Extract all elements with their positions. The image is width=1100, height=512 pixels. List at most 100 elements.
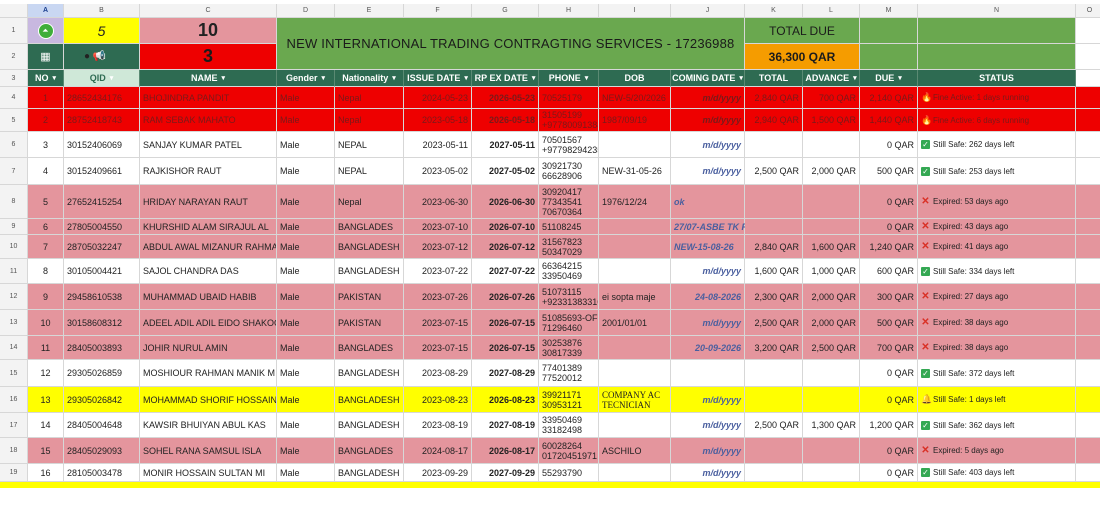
cell-name[interactable]: SAJOL CHANDRA DAS xyxy=(140,259,277,284)
row-number[interactable]: 6 xyxy=(0,132,28,158)
chevron-down-icon[interactable]: ▾ xyxy=(109,75,114,82)
cell-phone[interactable]: 51108245 xyxy=(539,219,599,235)
cell-nationality[interactable]: BANGLADESH xyxy=(335,413,404,438)
cell-nationality[interactable]: NEPAL xyxy=(335,132,404,158)
cell-issue-date[interactable]: 2023-07-26 xyxy=(404,284,472,310)
cell-advance[interactable]: 2,000 QAR xyxy=(803,284,860,310)
cell-due[interactable]: 2,140 QAR xyxy=(860,87,918,109)
cell-phone[interactable]: 33950469 33182498 xyxy=(539,413,599,438)
cell-issue-date[interactable]: 2023-08-23 xyxy=(404,387,472,413)
cell-rp-ex-date[interactable]: 2026-05-18 xyxy=(472,109,539,132)
cell-name[interactable]: MOHAMMAD SHORIF HOSSAIN xyxy=(140,387,277,413)
cell-qid[interactable]: 30158608312 xyxy=(64,310,140,336)
cell-dob[interactable]: ei sopta maje xyxy=(599,284,671,310)
cell-due[interactable]: 1,240 QAR xyxy=(860,235,918,259)
cell-dob[interactable]: 1987/09/19 xyxy=(599,109,671,132)
cell-due[interactable]: 500 QAR xyxy=(860,310,918,336)
row-number[interactable]: 7 xyxy=(0,158,28,185)
row-number[interactable]: 19 xyxy=(0,464,28,482)
chevron-down-icon[interactable]: ▾ xyxy=(321,75,326,82)
cell-phone[interactable]: 30920417 77343541 70670364 xyxy=(539,185,599,219)
cell-no[interactable]: 16 xyxy=(28,464,64,482)
sheet-tool-cell[interactable]: ▦ xyxy=(28,44,64,70)
cell-status[interactable]: ✕ Expired: 41 days ago xyxy=(918,235,1076,259)
cell-qid[interactable]: 30152409661 xyxy=(64,158,140,185)
cell-due[interactable]: 700 QAR xyxy=(860,336,918,360)
cell-total[interactable]: 2,500 QAR xyxy=(745,413,803,438)
cell-nationality[interactable]: BANGLADES xyxy=(335,336,404,360)
column-header-m[interactable]: M xyxy=(860,4,918,18)
cell-gender[interactable]: Male xyxy=(277,259,335,284)
cell-nationality[interactable]: BANGLADESH xyxy=(335,259,404,284)
row-number[interactable]: 17 xyxy=(0,413,28,438)
cell-qid[interactable]: 30152406069 xyxy=(64,132,140,158)
row-number[interactable]: 15 xyxy=(0,360,28,387)
cell-total[interactable] xyxy=(745,219,803,235)
cell-advance[interactable]: 2,000 QAR xyxy=(803,158,860,185)
cell-status[interactable]: ✕ Expired: 53 days ago xyxy=(918,185,1076,219)
cell-issue-date[interactable]: 2023-06-30 xyxy=(404,185,472,219)
cell-no[interactable]: 4 xyxy=(28,158,64,185)
cell-rp-ex-date[interactable]: 2026-07-12 xyxy=(472,235,539,259)
row-number[interactable]: 12 xyxy=(0,284,28,310)
cell-no[interactable]: 6 xyxy=(28,219,64,235)
cell-due[interactable]: 1,440 QAR xyxy=(860,109,918,132)
cell-nationality[interactable]: BANGLADESH xyxy=(335,235,404,259)
cell-no[interactable]: 2 xyxy=(28,109,64,132)
cell-coming-date[interactable]: NEW-15-08-26 xyxy=(671,235,745,259)
cell-nationality[interactable]: NEPAL xyxy=(335,158,404,185)
cell-no[interactable]: 5 xyxy=(28,185,64,219)
cell-due[interactable]: 0 QAR xyxy=(860,438,918,464)
cell-qid[interactable]: 27652415254 xyxy=(64,185,140,219)
cell-total[interactable] xyxy=(745,464,803,482)
cell-coming-date[interactable]: m/d/yyyy xyxy=(671,109,745,132)
cell-total[interactable] xyxy=(745,387,803,413)
cell-qid[interactable]: 30105004421 xyxy=(64,259,140,284)
cell-total[interactable]: 2,300 QAR xyxy=(745,284,803,310)
cell-name[interactable]: SOHEL RANA SAMSUL ISLA xyxy=(140,438,277,464)
cell-issue-date[interactable]: 2023-08-19 xyxy=(404,413,472,438)
cell-due[interactable]: 0 QAR xyxy=(860,387,918,413)
chevron-down-icon[interactable]: ▾ xyxy=(52,75,56,82)
cell-due[interactable]: 500 QAR xyxy=(860,158,918,185)
cell-total[interactable] xyxy=(745,360,803,387)
cell-nationality[interactable]: Nepal xyxy=(335,185,404,219)
chevron-down-icon[interactable]: ▾ xyxy=(853,75,857,82)
row-number[interactable]: 16 xyxy=(0,387,28,413)
cell-advance[interactable] xyxy=(803,360,860,387)
cell-qid[interactable]: 28405004648 xyxy=(64,413,140,438)
cell-dob[interactable] xyxy=(599,259,671,284)
cell-issue-date[interactable]: 2023-07-15 xyxy=(404,310,472,336)
header-advance[interactable]: ADVANCE ▾ xyxy=(803,70,860,87)
cell-name[interactable]: KAWSIR BHUIYAN ABUL KAS xyxy=(140,413,277,438)
cell-issue-date[interactable]: 2024-08-17 xyxy=(404,438,472,464)
header-coming-date[interactable]: COMING DATE ▾ xyxy=(671,70,745,87)
cell-qid[interactable]: 28652434176 xyxy=(64,87,140,109)
header-due[interactable]: DUE ▾ xyxy=(860,70,918,87)
cell-rp-ex-date[interactable]: 2027-08-19 xyxy=(472,413,539,438)
cell-coming-date[interactable]: m/d/yyyy xyxy=(671,438,745,464)
cell-gender[interactable]: Male xyxy=(277,310,335,336)
cell-coming-date[interactable] xyxy=(671,360,745,387)
cell-total[interactable]: 2,500 QAR xyxy=(745,310,803,336)
chevron-down-icon[interactable]: ▾ xyxy=(392,75,396,82)
cell-gender[interactable]: Male xyxy=(277,87,335,109)
filter-toggle-cell[interactable]: ⏶ xyxy=(28,18,64,44)
cell-issue-date[interactable]: 2023-07-22 xyxy=(404,259,472,284)
cell-gender[interactable]: Male xyxy=(277,438,335,464)
cell-advance[interactable]: 1,500 QAR xyxy=(803,109,860,132)
column-header-e[interactable]: E xyxy=(335,4,404,18)
cell-qid[interactable]: 27805004550 xyxy=(64,219,140,235)
cell-due[interactable]: 0 QAR xyxy=(860,360,918,387)
row-number[interactable]: 14 xyxy=(0,336,28,360)
cell-coming-date[interactable]: m/d/yyyy xyxy=(671,310,745,336)
corner-cell[interactable] xyxy=(0,4,28,18)
cell-issue-date[interactable]: 2023-05-11 xyxy=(404,132,472,158)
header-issue-date[interactable]: ISSUE DATE ▾ xyxy=(404,70,472,87)
cell-dob[interactable]: 1976/12/24 xyxy=(599,185,671,219)
cell-status[interactable]: ✓ Still Safe: 253 days left xyxy=(918,158,1076,185)
cell-status[interactable]: ✕ Expired: 43 days ago xyxy=(918,219,1076,235)
chevron-down-icon[interactable]: ▾ xyxy=(739,75,743,82)
cell-rp-ex-date[interactable]: 2026-08-17 xyxy=(472,438,539,464)
cell-due[interactable]: 0 QAR xyxy=(860,219,918,235)
